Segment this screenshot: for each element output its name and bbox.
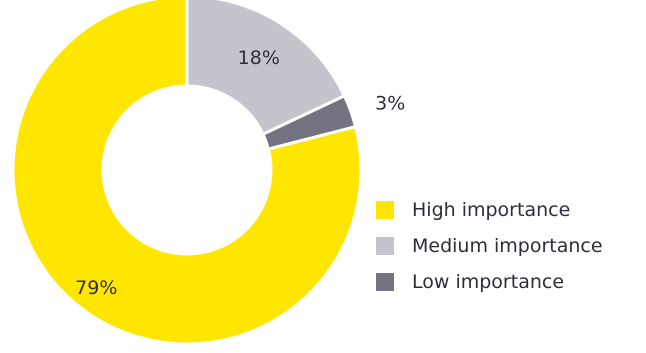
value-label-low-importance: 3%: [375, 92, 405, 114]
value-label-high-importance: 79%: [75, 277, 117, 299]
legend-item-low-importance: Low importance: [376, 271, 603, 293]
chart-legend: High importance Medium importance Low im…: [376, 199, 603, 307]
legend-swatch-medium-importance: [376, 237, 394, 255]
legend-label-high-importance: High importance: [412, 199, 571, 221]
legend-label-medium-importance: Medium importance: [412, 235, 603, 257]
legend-swatch-low-importance: [376, 273, 394, 291]
legend-item-medium-importance: Medium importance: [376, 235, 603, 257]
slice-medium-importance: [185, 0, 347, 137]
value-labels: 18% 3% 79%: [75, 47, 405, 299]
slice-high-importance: [11, 0, 363, 346]
legend-item-high-importance: High importance: [376, 199, 603, 221]
value-label-medium-importance: 18%: [238, 47, 280, 69]
donut-slices: [11, 0, 363, 346]
legend-swatch-high-importance: [376, 201, 394, 219]
legend-label-low-importance: Low importance: [412, 271, 565, 293]
